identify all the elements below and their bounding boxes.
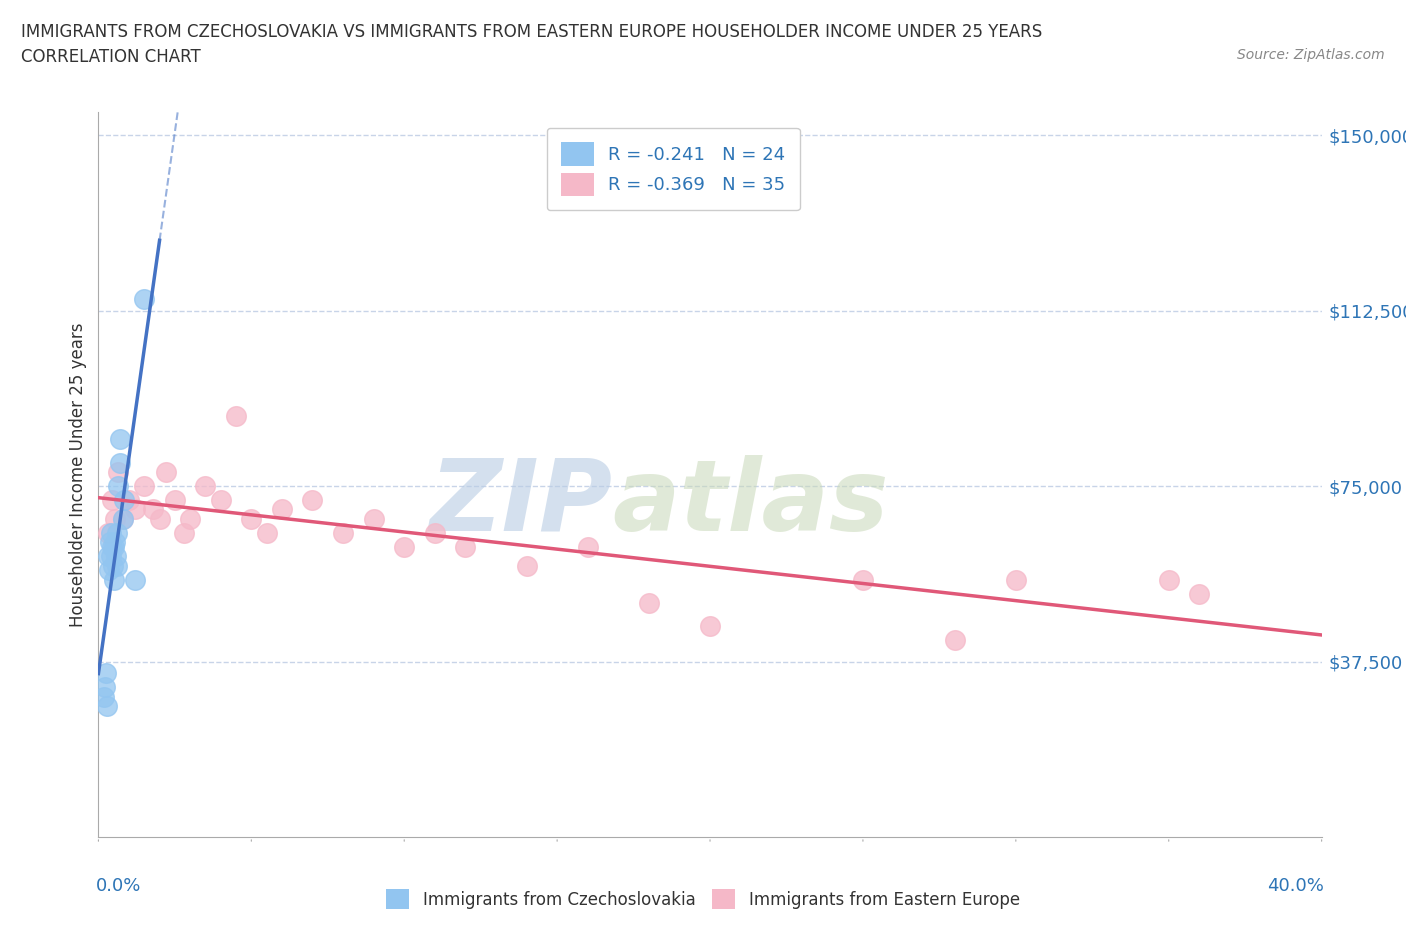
Point <box>96 698 118 713</box>
Point <box>100 525 122 540</box>
Point <box>638 595 661 610</box>
Point <box>1157 572 1180 587</box>
Point <box>110 432 132 446</box>
Point <box>134 291 156 306</box>
Text: IMMIGRANTS FROM CZECHOSLOVAKIA VS IMMIGRANTS FROM EASTERN EUROPE HOUSEHOLDER INC: IMMIGRANTS FROM CZECHOSLOVAKIA VS IMMIGR… <box>21 23 1042 41</box>
Point <box>101 493 124 508</box>
Point <box>93 689 115 704</box>
Point <box>107 464 129 479</box>
Point <box>111 512 134 526</box>
Point <box>163 493 186 508</box>
Point <box>97 549 120 564</box>
Point <box>423 525 446 540</box>
Point <box>124 502 146 517</box>
Point <box>104 535 127 550</box>
Point <box>699 619 721 634</box>
Point <box>97 525 120 540</box>
Point <box>209 493 232 508</box>
Point <box>107 479 129 494</box>
Point <box>332 525 354 540</box>
Legend: R = -0.241   N = 24, R = -0.369   N = 35: R = -0.241 N = 24, R = -0.369 N = 35 <box>547 128 800 210</box>
Point <box>134 479 156 494</box>
Point <box>240 512 263 526</box>
Point <box>100 549 122 564</box>
Point <box>105 549 128 564</box>
Point <box>104 512 127 526</box>
Point <box>112 493 135 508</box>
Point <box>454 539 477 554</box>
Legend: Immigrants from Czechoslovakia, Immigrants from Eastern Europe: Immigrants from Czechoslovakia, Immigran… <box>378 881 1028 917</box>
Point <box>98 535 121 550</box>
Point <box>852 572 875 587</box>
Point <box>1188 586 1211 601</box>
Text: ZIP: ZIP <box>429 455 612 551</box>
Point <box>103 539 125 554</box>
Point <box>363 512 385 526</box>
Point <box>392 539 416 554</box>
Point <box>111 512 134 526</box>
Point <box>194 479 217 494</box>
Point <box>142 502 165 517</box>
Y-axis label: Householder Income Under 25 years: Householder Income Under 25 years <box>69 322 87 627</box>
Point <box>173 525 195 540</box>
Point <box>103 572 125 587</box>
Point <box>149 512 172 526</box>
Text: 40.0%: 40.0% <box>1267 877 1324 895</box>
Text: atlas: atlas <box>612 455 889 551</box>
Point <box>118 493 141 508</box>
Point <box>270 502 294 517</box>
Point <box>943 633 966 648</box>
Point <box>94 666 117 681</box>
Text: 0.0%: 0.0% <box>96 877 142 895</box>
Point <box>301 493 323 508</box>
Text: Source: ZipAtlas.com: Source: ZipAtlas.com <box>1237 48 1385 62</box>
Point <box>256 525 278 540</box>
Point <box>101 558 124 573</box>
Point <box>225 408 247 423</box>
Point <box>179 512 201 526</box>
Point <box>94 680 117 695</box>
Point <box>1004 572 1026 587</box>
Point <box>576 539 599 554</box>
Point <box>108 455 131 470</box>
Point <box>516 558 538 573</box>
Point <box>101 539 124 554</box>
Point <box>105 525 128 540</box>
Text: CORRELATION CHART: CORRELATION CHART <box>21 48 201 66</box>
Point <box>105 558 128 573</box>
Point <box>98 563 121 578</box>
Point <box>124 572 146 587</box>
Point <box>155 464 177 479</box>
